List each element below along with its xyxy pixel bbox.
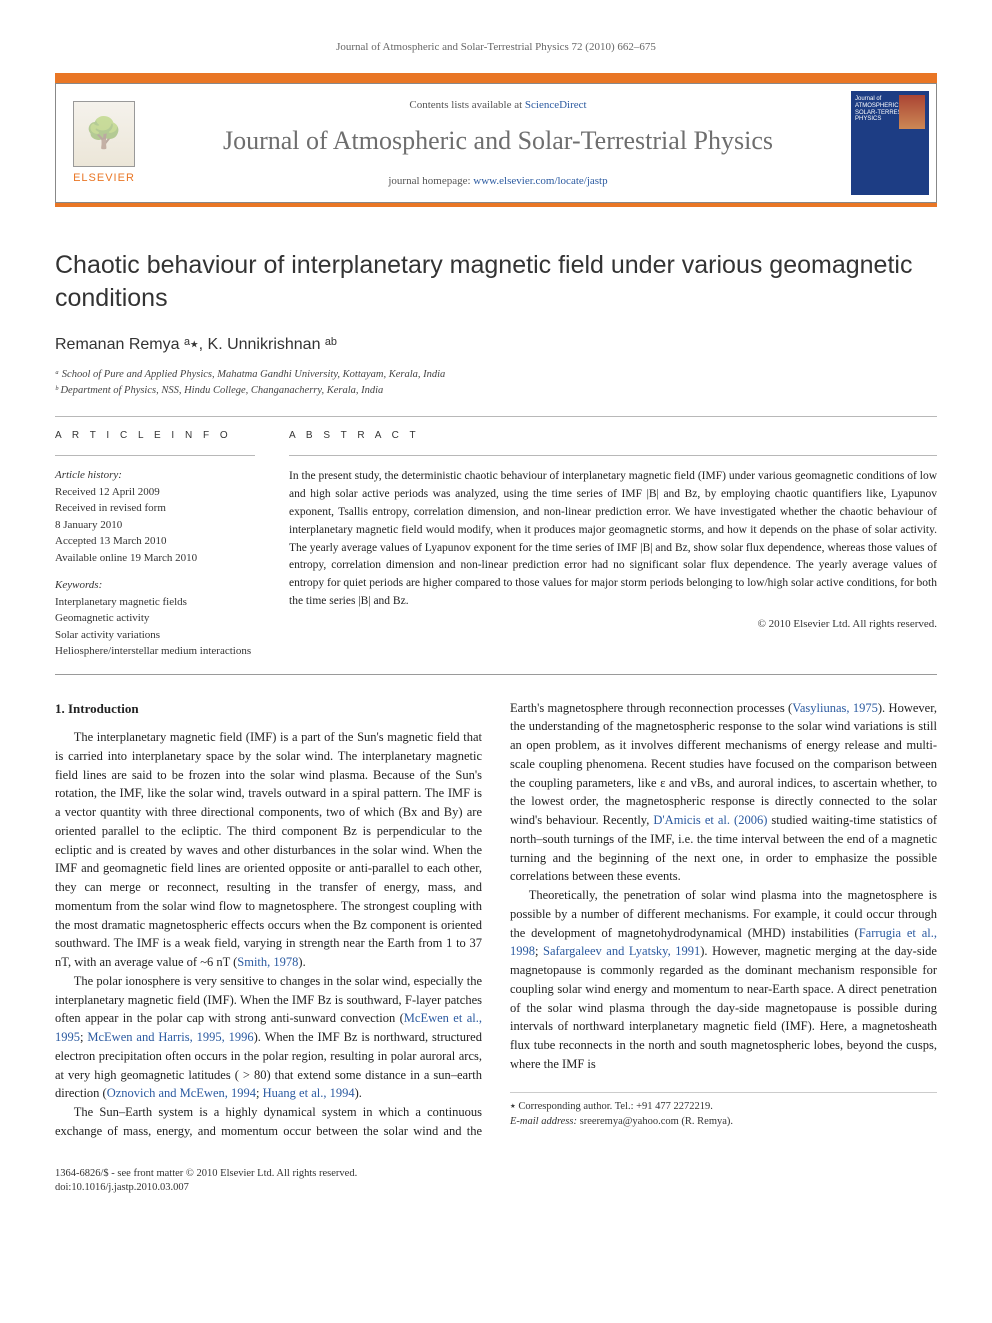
footer-issn: 1364-6826/$ - see front matter © 2010 El… <box>55 1167 937 1182</box>
contents-line: Contents lists available at ScienceDirec… <box>166 98 830 113</box>
history-line: Received in revised form <box>55 500 255 517</box>
journal-title: Journal of Atmospheric and Solar-Terrest… <box>166 123 830 159</box>
history-line: 8 January 2010 <box>55 517 255 534</box>
homepage-link[interactable]: www.elsevier.com/locate/jastp <box>473 175 607 187</box>
body-text: ). <box>298 955 305 969</box>
article-info-block: A R T I C L E I N F O Article history: R… <box>55 429 255 659</box>
affiliations: ᵃ School of Pure and Applied Physics, Ma… <box>55 367 937 399</box>
homepage-prefix: journal homepage: <box>388 175 473 187</box>
keyword: Interplanetary magnetic fields <box>55 594 255 611</box>
history-line: Available online 19 March 2010 <box>55 550 255 567</box>
running-head: Journal of Atmospheric and Solar-Terrest… <box>55 40 937 55</box>
elsevier-logo: ELSEVIER <box>56 84 152 202</box>
citation-link[interactable]: McEwen and Harris, 1995, 1996 <box>87 1030 253 1044</box>
abstract-heading: A B S T R A C T <box>289 429 937 443</box>
footer-doi: doi:10.1016/j.jastp.2010.03.007 <box>55 1181 937 1196</box>
corresponding-line: ٭ Corresponding author. Tel.: +91 477 22… <box>510 1099 937 1115</box>
article-info-heading: A R T I C L E I N F O <box>55 429 255 443</box>
citation-link[interactable]: Oznovich and McEwen, 1994 <box>107 1086 256 1100</box>
elsevier-tree-icon <box>73 101 135 167</box>
homepage-line: journal homepage: www.elsevier.com/locat… <box>166 174 830 189</box>
body-text: ). However, magnetic merging at the day-… <box>510 944 937 1071</box>
citation-link[interactable]: D'Amicis et al. (2006) <box>653 813 767 827</box>
body-text: ). <box>355 1086 362 1100</box>
footer: 1364-6826/$ - see front matter © 2010 El… <box>55 1167 937 1196</box>
rule-above-meta <box>55 416 937 417</box>
history-label: Article history: <box>55 468 255 483</box>
keyword: Heliosphere/interstellar medium interact… <box>55 643 255 660</box>
keyword: Geomagnetic activity <box>55 610 255 627</box>
corresponding-author-block: ٭ Corresponding author. Tel.: +91 477 22… <box>510 1092 937 1131</box>
contents-prefix: Contents lists available at <box>409 99 524 111</box>
body-text: ; <box>535 944 543 958</box>
rule-info <box>55 455 255 456</box>
body-text: The interplanetary magnetic field (IMF) … <box>55 730 482 969</box>
keyword: Solar activity variations <box>55 627 255 644</box>
journal-cover-thumb: Journal of ATMOSPHERIC and SOLAR-TERREST… <box>851 91 929 195</box>
paragraph: The polar ionosphere is very sensitive t… <box>55 972 482 1103</box>
citation-link[interactable]: Safargaleev and Lyatsky, 1991 <box>543 944 700 958</box>
body-text: ; <box>256 1086 263 1100</box>
rule-below-meta <box>55 674 937 675</box>
paragraph: Theoretically, the penetration of solar … <box>510 886 937 1074</box>
bottom-accent-bar <box>55 203 937 207</box>
email-label: E-mail address: <box>510 1116 577 1127</box>
affiliation-b: ᵇ Department of Physics, NSS, Hindu Coll… <box>55 383 937 399</box>
meta-row: A R T I C L E I N F O Article history: R… <box>55 429 937 659</box>
section-heading: 1. Introduction <box>55 699 482 719</box>
abstract-block: A B S T R A C T In the present study, th… <box>289 429 937 659</box>
body-columns: 1. Introduction The interplanetary magne… <box>55 699 937 1141</box>
history-line: Received 12 April 2009 <box>55 484 255 501</box>
header-center: Contents lists available at ScienceDirec… <box>152 88 844 199</box>
paragraph: The interplanetary magnetic field (IMF) … <box>55 728 482 972</box>
abstract-copyright: © 2010 Elsevier Ltd. All rights reserved… <box>289 617 937 632</box>
corresponding-email: E-mail address: sreeremya@yahoo.com (R. … <box>510 1114 937 1130</box>
cover-image-icon <box>899 95 925 129</box>
authors: Remanan Remya ᵃ٭, K. Unnikrishnan ᵃᵇ <box>55 334 937 356</box>
citation-link[interactable]: Vasyliunas, 1975 <box>792 701 878 715</box>
history-line: Accepted 13 March 2010 <box>55 533 255 550</box>
rule-abstract <box>289 455 937 456</box>
affiliation-a: ᵃ School of Pure and Applied Physics, Ma… <box>55 367 937 383</box>
article-title: Chaotic behaviour of interplanetary magn… <box>55 249 937 314</box>
citation-link[interactable]: Smith, 1978 <box>237 955 298 969</box>
top-accent-bar <box>55 73 937 83</box>
sciencedirect-link[interactable]: ScienceDirect <box>525 99 587 111</box>
journal-header: ELSEVIER Contents lists available at Sci… <box>55 83 937 203</box>
keywords-label: Keywords: <box>55 578 255 593</box>
email-value: sreeremya@yahoo.com (R. Remya). <box>577 1116 733 1127</box>
citation-link[interactable]: Huang et al., 1994 <box>263 1086 355 1100</box>
abstract-body: In the present study, the deterministic … <box>289 468 937 611</box>
elsevier-word: ELSEVIER <box>73 171 135 186</box>
body-text: ). However, the understanding of the mag… <box>510 701 937 828</box>
